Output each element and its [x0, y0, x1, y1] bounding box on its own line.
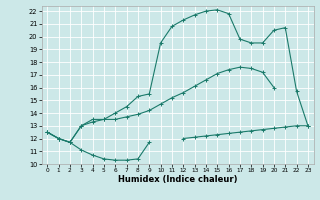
- X-axis label: Humidex (Indice chaleur): Humidex (Indice chaleur): [118, 175, 237, 184]
